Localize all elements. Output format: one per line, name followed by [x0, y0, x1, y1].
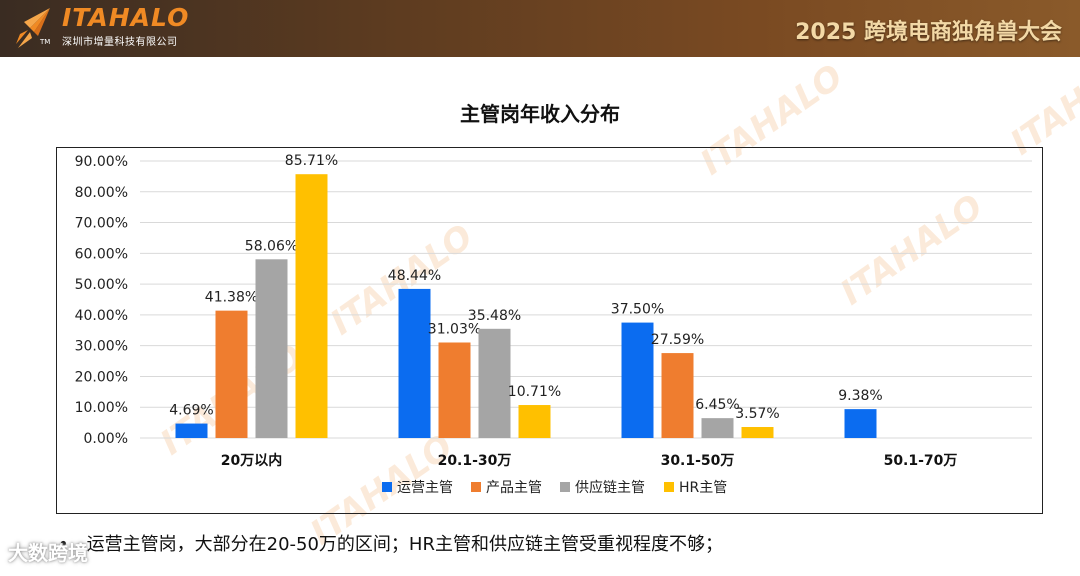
- bullet-dot-icon: •: [58, 534, 69, 555]
- data-label: 27.59%: [651, 332, 704, 348]
- bar: [438, 342, 471, 438]
- y-tick-label: 50.00%: [75, 277, 128, 293]
- bar: [741, 427, 774, 438]
- bar: [215, 310, 248, 438]
- legend-label: HR主管: [679, 480, 727, 496]
- chart-title: 主管岗年收入分布: [460, 102, 620, 126]
- bar: [478, 328, 511, 438]
- data-label: 37.50%: [611, 302, 664, 318]
- summary-bullet: • 运营主管岗，大部分在20-50万的区间；HR主管和供应链主管受重视程度不够；: [58, 530, 723, 556]
- bar: [621, 322, 654, 438]
- bar: [701, 418, 734, 438]
- bar: [398, 288, 431, 438]
- corner-watermark: 大数跨境: [8, 541, 88, 565]
- rocket-logo-icon: [16, 8, 50, 48]
- bar: [255, 259, 288, 438]
- company-name: 深圳市增量科技有限公司: [62, 37, 178, 48]
- event-title: 2025 跨境电商独角兽大会: [795, 20, 1062, 45]
- x-tick-label: 30.1-50万: [661, 453, 735, 469]
- legend-swatch: [382, 482, 392, 492]
- legend-swatch: [471, 482, 481, 492]
- data-label: 10.71%: [508, 384, 561, 400]
- data-label: 35.48%: [468, 308, 521, 324]
- y-tick-label: 90.00%: [75, 154, 128, 170]
- y-tick-label: 60.00%: [75, 246, 128, 262]
- y-tick-label: 20.00%: [75, 369, 128, 385]
- y-tick-label: 70.00%: [75, 216, 128, 232]
- trademark-label: TM: [40, 38, 51, 46]
- y-tick-label: 40.00%: [75, 308, 128, 324]
- x-tick-label: 50.1-70万: [884, 453, 958, 469]
- summary-text: 运营主管岗，大部分在20-50万的区间；HR主管和供应链主管受重视程度不够；: [86, 534, 723, 555]
- data-label: 9.38%: [838, 388, 882, 404]
- data-label: 85.71%: [285, 153, 338, 169]
- y-tick-label: 30.00%: [75, 339, 128, 355]
- y-tick-label: 0.00%: [84, 431, 128, 447]
- bar: [518, 405, 551, 438]
- data-label: 4.69%: [169, 403, 213, 419]
- logo-text: ITAHALO: [62, 3, 190, 32]
- data-label: 31.03%: [428, 321, 481, 337]
- data-label: 48.44%: [388, 268, 441, 284]
- y-tick-label: 80.00%: [75, 185, 128, 201]
- data-label: 58.06%: [245, 238, 298, 254]
- x-tick-label: 20.1-30万: [438, 453, 512, 469]
- data-label: 6.45%: [695, 397, 739, 413]
- y-tick-label: 10.00%: [75, 400, 128, 416]
- legend-swatch: [664, 482, 674, 492]
- legend-label: 供应链主管: [575, 479, 645, 496]
- header-bar: ITAHALO TM 深圳市增量科技有限公司 2025 跨境电商独角兽大会: [0, 0, 1080, 57]
- x-tick-label: 20万以内: [221, 452, 282, 469]
- data-label: 41.38%: [205, 290, 258, 306]
- bar: [295, 174, 328, 438]
- bar: [844, 409, 877, 438]
- chart-frame: [56, 147, 1043, 514]
- legend-label: 运营主管: [397, 480, 453, 496]
- bar: [175, 423, 208, 438]
- legend-swatch: [560, 482, 570, 492]
- bar: [661, 353, 694, 438]
- data-label: 3.57%: [735, 406, 779, 422]
- legend-label: 产品主管: [486, 480, 542, 496]
